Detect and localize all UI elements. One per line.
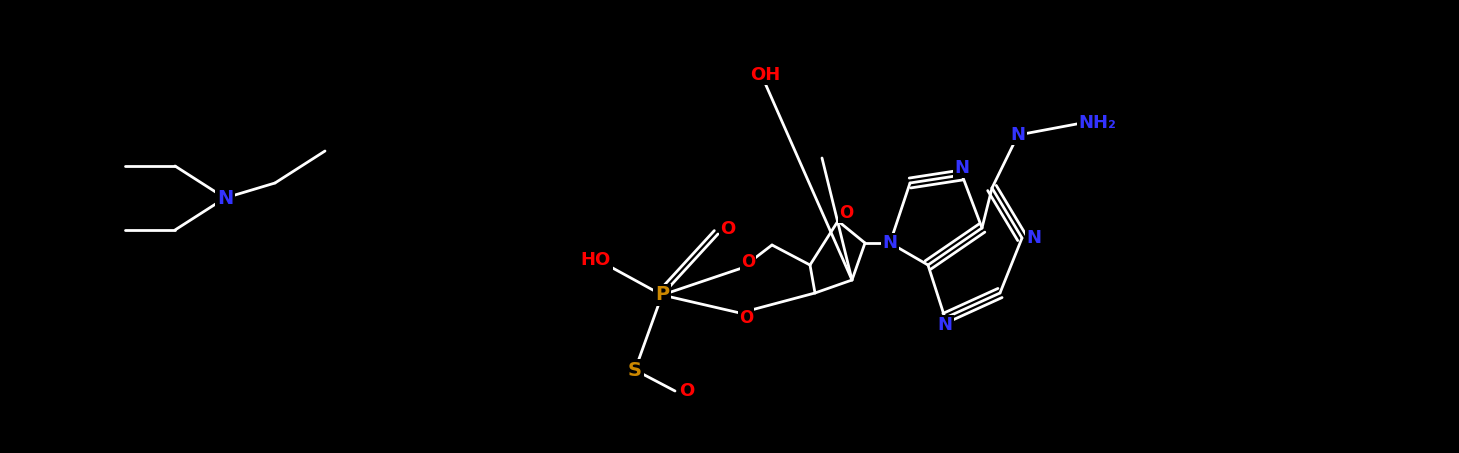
Text: HO: HO [581, 251, 611, 269]
Text: O: O [738, 309, 753, 327]
Text: P: P [655, 285, 670, 304]
Text: O: O [721, 220, 735, 238]
Text: N: N [1027, 229, 1042, 247]
Text: O: O [839, 204, 854, 222]
Text: S: S [627, 361, 642, 380]
Text: O: O [741, 253, 756, 271]
Text: N: N [938, 316, 953, 334]
Text: N: N [1011, 126, 1026, 144]
Text: N: N [217, 188, 233, 207]
Text: N: N [954, 159, 969, 177]
Text: N: N [883, 234, 897, 252]
Text: O: O [680, 382, 694, 400]
Text: OH: OH [750, 66, 781, 84]
Text: NH₂: NH₂ [1078, 114, 1116, 132]
